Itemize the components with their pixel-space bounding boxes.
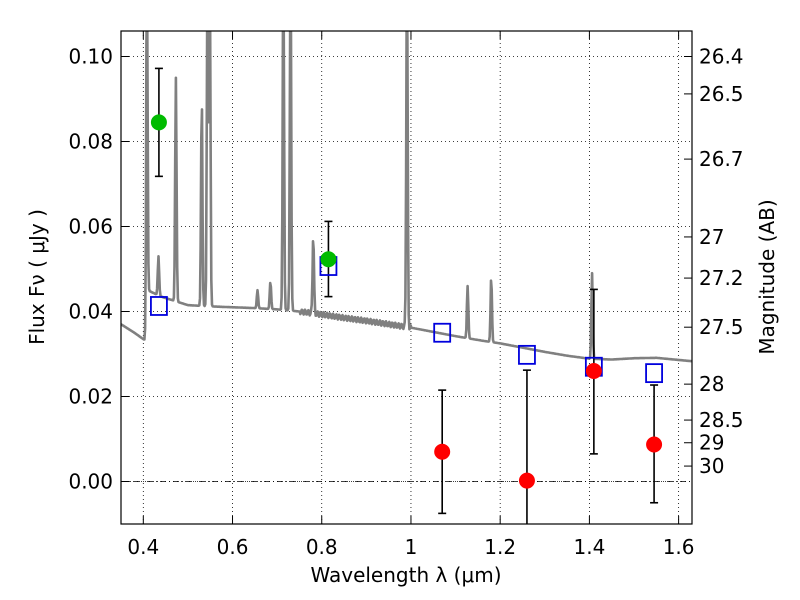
model-photometry-square [150, 296, 168, 316]
x-tick-label: 0.6 [217, 535, 249, 559]
y2-axis-label: Magnitude (AB) [755, 199, 779, 354]
nondetection-point [518, 472, 535, 489]
y2-tick-label: 26.7 [699, 147, 744, 171]
plot-frame [120, 30, 693, 525]
y2-tick-label: 26.4 [699, 45, 744, 69]
model-spectrum-layer [121, 31, 692, 363]
y-tick-label: 0.02 [68, 385, 113, 409]
y2-tick-label: 28 [699, 372, 724, 396]
model-spectrum-line [121, 31, 692, 363]
y2-tick-label: 27.2 [699, 266, 744, 290]
y-tick-label: 0.06 [68, 215, 113, 239]
nondetection-point [434, 443, 451, 460]
model-photometry-square [433, 322, 452, 343]
axis-ticks [121, 31, 680, 524]
x-tick-label: 1.6 [663, 535, 695, 559]
data-points-layer [150, 67, 663, 524]
y-tick-label: 0.00 [68, 470, 113, 494]
detection-point [150, 114, 167, 131]
x-tick-label: 1.2 [484, 535, 516, 559]
y-tick-label: 0.10 [68, 45, 113, 69]
y2-tick-label: 27.5 [699, 315, 744, 339]
x-tick-label: 0.8 [306, 535, 338, 559]
nondetection-point [585, 363, 602, 379]
model-photometry-square [645, 363, 663, 384]
detection-point [320, 251, 337, 268]
y-tick-labels: 0.00 0.02 0.04 0.06 0.08 0.10 [68, 45, 113, 494]
y2-tick-label: 30 [699, 454, 724, 478]
model-photometry-square [518, 344, 536, 365]
nondetection-point [646, 436, 663, 453]
x-tick-label: 0.4 [127, 535, 159, 559]
y2-tick-label: 26.5 [699, 82, 744, 106]
y2-tick-label: 28.5 [699, 408, 744, 432]
x-axis-label: Wavelength λ (μm) [310, 563, 501, 587]
x-tick-labels: 0.4 0.6 0.8 1 1.2 1.4 1.6 [127, 535, 694, 559]
y2-tick-label: 27 [699, 225, 724, 249]
y-axis-label: Flux Fν ( μJy ) [25, 209, 49, 345]
y-tick-label: 0.04 [68, 300, 113, 324]
x-tick-label: 1 [405, 535, 418, 559]
x-tick-label: 1.4 [573, 535, 605, 559]
y2-tick-label: 29 [699, 431, 724, 455]
y-tick-label: 0.08 [68, 130, 113, 154]
